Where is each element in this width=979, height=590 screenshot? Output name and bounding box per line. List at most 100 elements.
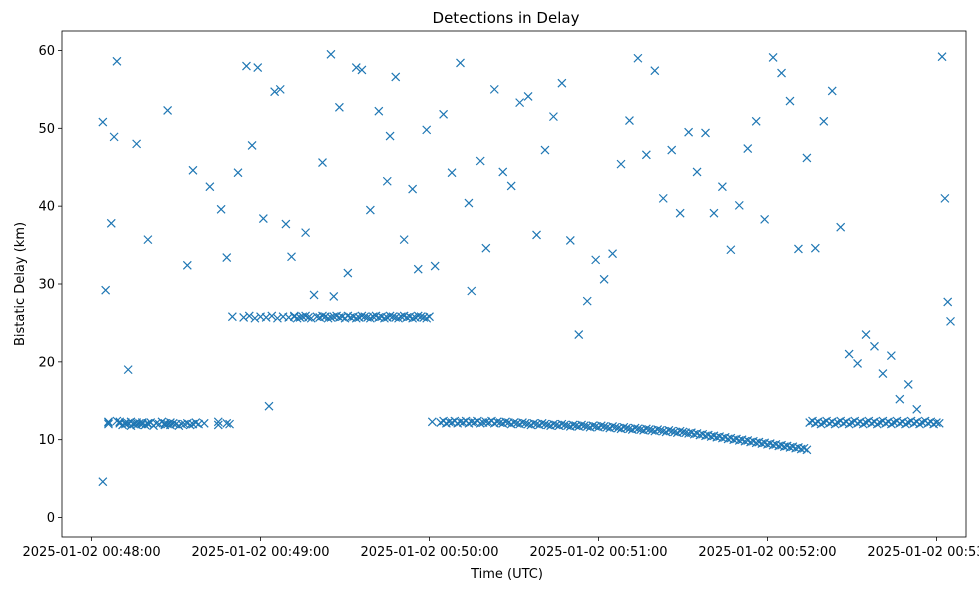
data-point-marker bbox=[943, 297, 953, 307]
data-point-marker bbox=[540, 145, 550, 155]
data-point-marker bbox=[664, 425, 674, 435]
data-point-marker bbox=[357, 65, 367, 75]
data-point-marker bbox=[540, 419, 550, 429]
data-point-marker bbox=[104, 418, 113, 427]
data-point-marker bbox=[329, 292, 339, 301]
data-point-marker bbox=[675, 426, 685, 436]
x-tick-label: 2025-01-02 00:52:00 bbox=[698, 545, 836, 560]
data-point-marker bbox=[616, 159, 626, 169]
data-point-marker bbox=[599, 274, 609, 284]
data-point-marker bbox=[323, 313, 333, 323]
data-point-marker bbox=[934, 418, 944, 428]
data-point-marker bbox=[560, 420, 570, 430]
data-point-marker bbox=[425, 312, 434, 322]
data-point-marker bbox=[225, 419, 234, 429]
data-point-marker bbox=[684, 127, 694, 137]
data-point-marker bbox=[799, 443, 809, 453]
data-point-marker bbox=[858, 419, 868, 429]
data-point-marker bbox=[303, 313, 313, 322]
data-point-marker bbox=[915, 419, 924, 429]
data-point-marker bbox=[326, 313, 336, 322]
data-point-marker bbox=[306, 313, 316, 323]
x-tick-label: 2025-01-02 00:50:00 bbox=[360, 545, 498, 560]
data-point-marker bbox=[318, 311, 327, 321]
y-axis: 0 10 20 30 40 50 60 bbox=[38, 44, 62, 526]
data-point-marker bbox=[98, 477, 108, 487]
data-point-marker bbox=[408, 313, 418, 323]
chart-title: Detections in Delay bbox=[433, 9, 580, 27]
data-point-marker bbox=[794, 244, 803, 254]
data-point-marker bbox=[658, 193, 668, 203]
data-point-marker bbox=[520, 418, 530, 428]
data-point-marker bbox=[622, 423, 632, 433]
data-point-marker bbox=[244, 311, 254, 321]
data-point-marker bbox=[222, 418, 232, 428]
data-point-marker bbox=[644, 425, 654, 434]
data-point-marker bbox=[515, 98, 525, 108]
data-point-marker bbox=[188, 165, 198, 175]
data-point-marker bbox=[101, 285, 111, 295]
data-point-marker bbox=[827, 86, 837, 96]
data-point-marker bbox=[506, 181, 516, 191]
data-point-marker bbox=[242, 61, 251, 71]
data-point-marker bbox=[408, 184, 418, 194]
data-point-marker bbox=[608, 249, 617, 259]
data-point-marker bbox=[549, 112, 558, 122]
data-point-marker bbox=[529, 418, 539, 428]
data-point-marker bbox=[802, 445, 812, 455]
data-point-marker bbox=[641, 150, 651, 160]
data-point-marker bbox=[886, 419, 896, 429]
data-point-marker bbox=[903, 379, 913, 389]
data-point-marker bbox=[123, 365, 133, 375]
data-point-marker bbox=[619, 422, 629, 432]
data-point-marker bbox=[819, 116, 829, 126]
data-point-marker bbox=[213, 417, 223, 427]
data-point-marker bbox=[394, 313, 403, 323]
data-point-marker bbox=[937, 52, 947, 62]
data-point-marker bbox=[734, 200, 744, 210]
data-point-marker bbox=[261, 313, 271, 322]
data-point-marker bbox=[523, 91, 533, 101]
data-point-marker bbox=[475, 418, 485, 428]
data-point-marker bbox=[518, 418, 527, 427]
data-point-marker bbox=[385, 131, 395, 141]
data-point-marker bbox=[870, 341, 879, 351]
data-point-marker bbox=[413, 311, 423, 321]
data-point-marker bbox=[109, 132, 119, 142]
data-point-marker bbox=[574, 330, 584, 340]
data-point-marker bbox=[886, 351, 896, 361]
data-point-marker bbox=[227, 312, 237, 322]
data-point-marker bbox=[447, 168, 457, 178]
data-point-marker bbox=[247, 141, 257, 150]
data-point-marker bbox=[163, 105, 173, 115]
data-point-marker bbox=[596, 421, 606, 431]
data-point-marker bbox=[351, 313, 361, 323]
data-point-marker bbox=[456, 58, 465, 68]
data-point-marker bbox=[391, 72, 401, 82]
data-point-marker bbox=[430, 261, 440, 271]
data-point-marker bbox=[810, 243, 820, 253]
y-tick-label: 10 bbox=[38, 433, 55, 448]
data-point-marker bbox=[270, 87, 280, 97]
data-point-marker bbox=[785, 96, 795, 106]
data-point-marker bbox=[168, 418, 178, 428]
data-point-marker bbox=[692, 167, 702, 177]
data-point-marker bbox=[205, 182, 215, 192]
data-point-marker bbox=[591, 255, 601, 265]
data-point-marker bbox=[844, 419, 854, 429]
data-point-marker bbox=[98, 117, 108, 127]
data-point-marker bbox=[250, 313, 260, 323]
data-point-marker bbox=[509, 418, 519, 427]
data-point-marker bbox=[222, 253, 232, 262]
data-point-marker bbox=[582, 296, 592, 306]
y-tick-label: 30 bbox=[38, 278, 55, 293]
data-point-marker bbox=[549, 419, 558, 429]
y-tick-label: 50 bbox=[38, 122, 55, 137]
data-point-marker bbox=[701, 128, 710, 138]
data-point-marker bbox=[374, 106, 384, 116]
data-point-marker bbox=[940, 193, 950, 203]
data-point-marker bbox=[267, 311, 277, 321]
data-point-marker bbox=[777, 68, 786, 78]
data-point-marker bbox=[588, 421, 598, 431]
